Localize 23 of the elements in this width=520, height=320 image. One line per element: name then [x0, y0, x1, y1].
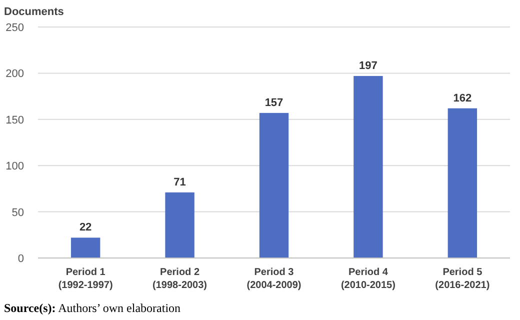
- y-tick-label: 50: [12, 206, 24, 219]
- y-axis-title: Documents: [4, 6, 64, 18]
- source-note: Source(s): Authors’ own elaboration: [4, 301, 181, 315]
- y-tick-label: 100: [6, 160, 24, 173]
- x-tick-label: Period 1 (1992-1997): [58, 267, 113, 291]
- data-label: 71: [174, 176, 186, 188]
- x-tick-label: Period 3 (2004-2009): [246, 267, 302, 291]
- x-tick-label: Period 5 (2016-2021): [435, 267, 490, 291]
- y-tick-label: 0: [18, 253, 24, 265]
- data-label: 22: [79, 222, 92, 234]
- data-label: 197: [359, 60, 378, 72]
- bar: [259, 112, 289, 258]
- y-tick-label: 250: [6, 22, 24, 34]
- bar: [165, 192, 194, 258]
- data-label: 157: [264, 96, 284, 109]
- data-label: 162: [453, 92, 472, 104]
- bar: [448, 108, 478, 258]
- bar: [354, 76, 383, 258]
- x-tick-label: Period 2 (1998-2003): [152, 267, 208, 291]
- y-tick-label: 150: [6, 114, 24, 126]
- bar: [70, 238, 100, 258]
- y-tick-label: 200: [6, 68, 24, 80]
- x-tick-label: Period 4 (2010-2015): [340, 267, 396, 291]
